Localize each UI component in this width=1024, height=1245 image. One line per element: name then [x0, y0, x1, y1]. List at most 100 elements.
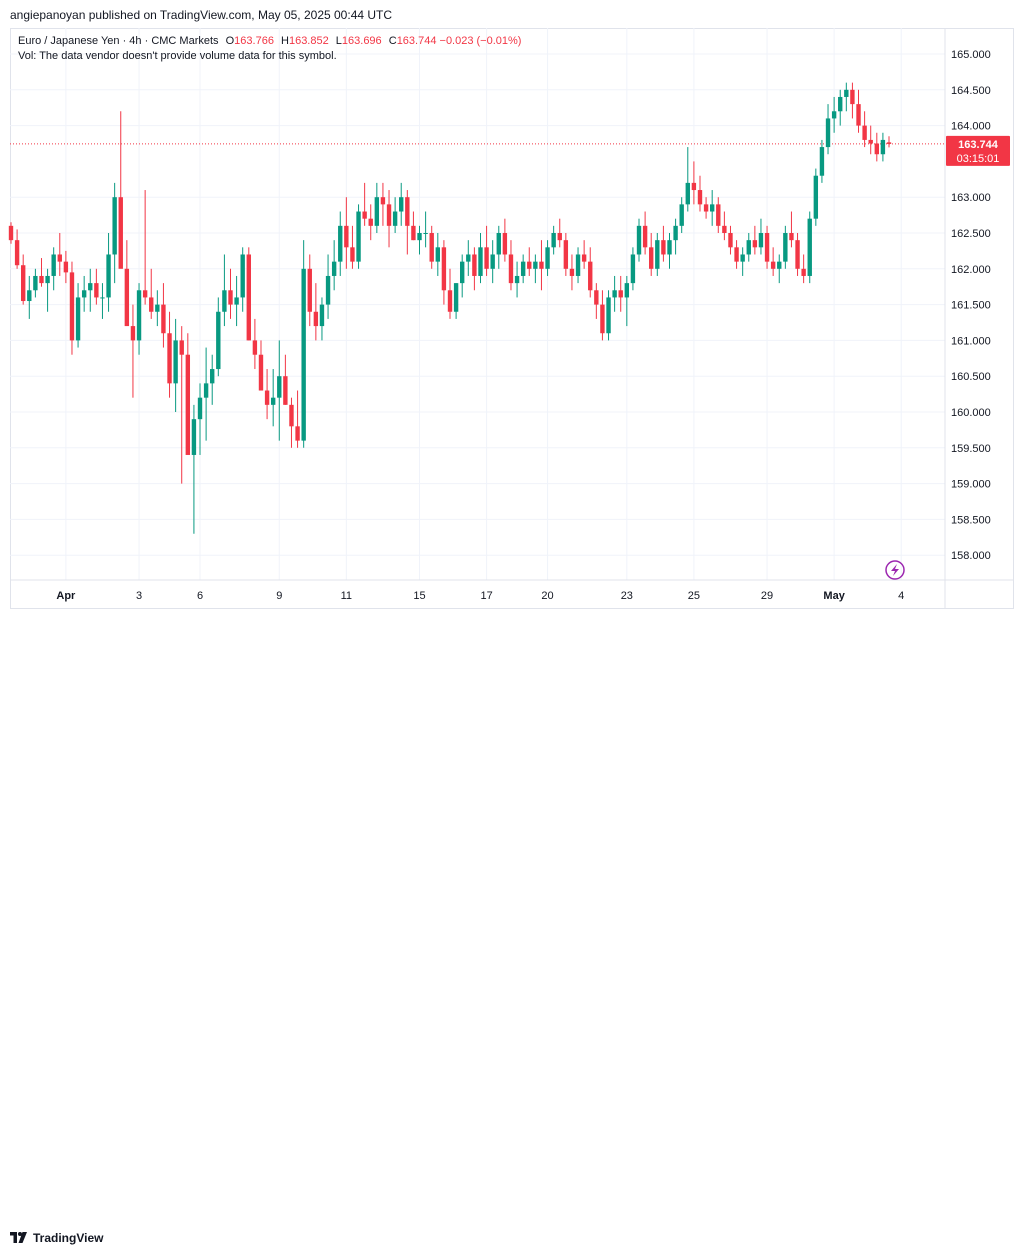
candle-body [551, 233, 556, 248]
candle-body [600, 304, 605, 334]
chart-legend: Euro / Japanese Yen · 4h · CMC Markets O… [18, 34, 521, 64]
change-value: −0.023 (−0.01%) [439, 35, 522, 47]
candle-body [39, 275, 44, 284]
candle-body [270, 397, 276, 405]
candle-body [423, 233, 428, 234]
candle-body [880, 139, 886, 155]
candle-body [185, 354, 191, 455]
candle-body [313, 311, 319, 327]
candle-body [386, 204, 392, 226]
candle-body [527, 261, 532, 269]
candle-body [722, 225, 727, 233]
candle-body [764, 233, 770, 262]
candle-body [173, 340, 178, 384]
candle-body [405, 197, 410, 226]
candle-body [362, 211, 367, 219]
candle-body [331, 261, 337, 276]
y-tick-label: 164.000 [951, 121, 991, 133]
candle-body [234, 297, 239, 305]
candle-body [795, 240, 800, 269]
candle-body [874, 143, 880, 155]
candle-body [770, 261, 776, 269]
candle-body [740, 254, 745, 262]
candle-body [466, 254, 471, 262]
candle-body [264, 390, 270, 405]
y-tick-label: 159.500 [951, 443, 991, 455]
candle-body [459, 261, 465, 284]
candle-body [106, 254, 111, 298]
candle-body [368, 218, 373, 226]
candle-body [100, 297, 105, 299]
candle-body [478, 247, 483, 276]
candle-body [155, 304, 160, 312]
candle-body [514, 275, 520, 284]
candle-body [831, 111, 837, 119]
y-tick-label: 160.500 [951, 371, 991, 383]
candle-body [588, 261, 593, 291]
candle-body [661, 240, 666, 255]
candle-body [197, 397, 203, 420]
candle-body [612, 290, 617, 298]
candle-body [783, 233, 788, 262]
y-tick-label: 160.000 [951, 407, 991, 419]
lightning-icon[interactable] [885, 560, 905, 580]
candle-body [240, 254, 245, 298]
tradingview-brand[interactable]: TradingView [33, 1231, 104, 1245]
candle-body [716, 204, 721, 226]
candle-body [844, 89, 849, 97]
y-tick-label: 164.500 [951, 85, 991, 97]
candle-body [295, 426, 300, 441]
candle-body [301, 268, 306, 441]
candle-body [149, 297, 154, 312]
candle-body [862, 125, 867, 140]
x-tick-label: 11 [341, 590, 352, 602]
candle-body [69, 272, 75, 341]
candle-body [283, 376, 288, 405]
candle-body [210, 369, 215, 384]
x-tick-label: 17 [480, 590, 492, 602]
candle-body [569, 268, 575, 276]
open-value: 163.766 [234, 35, 274, 47]
symbol-label[interactable]: Euro / Japanese Yen · 4h · CMC Markets [18, 35, 219, 47]
candle-body [734, 247, 739, 262]
candle-body [502, 233, 508, 255]
candle-body [508, 254, 514, 284]
candle-body [575, 254, 581, 276]
candle-body [856, 104, 861, 126]
candle-body [14, 240, 20, 266]
candle-body [709, 204, 715, 212]
candle-body [838, 96, 843, 112]
candle-body [45, 275, 50, 284]
candle-body [356, 211, 361, 262]
candle-body [325, 275, 331, 305]
candle-body [868, 139, 873, 144]
candle-body [533, 261, 538, 269]
candle-body [886, 142, 892, 144]
last-price-tag [946, 135, 1010, 166]
candle-body [191, 419, 197, 455]
candle-body [228, 290, 233, 305]
price-chart[interactable]: 165.000 164.500 164.000 163.000 162.500 162.0… [0, 0, 1024, 641]
candle-body [27, 290, 32, 302]
ohlc-line: Euro / Japanese Yen · 4h · CMC Markets O… [18, 34, 521, 49]
candle-body [338, 225, 343, 262]
candle-body [441, 247, 447, 291]
candle-body [33, 275, 38, 291]
candle-body [630, 254, 636, 284]
candle-body [563, 240, 569, 269]
candle-body [63, 261, 69, 273]
candle-body [472, 254, 477, 276]
low-label: L [335, 35, 342, 47]
candle-body [777, 261, 782, 269]
candle-body [258, 354, 264, 391]
y-tick-label: 159.000 [951, 479, 991, 491]
last-price-value: 163.744 [958, 139, 999, 151]
candle-body [124, 268, 130, 327]
candle-body [624, 283, 630, 298]
candle-body [222, 290, 227, 312]
candle-body [801, 268, 806, 276]
candle-body [435, 247, 441, 262]
candle-body [697, 190, 703, 205]
x-tick-label: 9 [276, 590, 282, 602]
candle-body [350, 247, 355, 262]
